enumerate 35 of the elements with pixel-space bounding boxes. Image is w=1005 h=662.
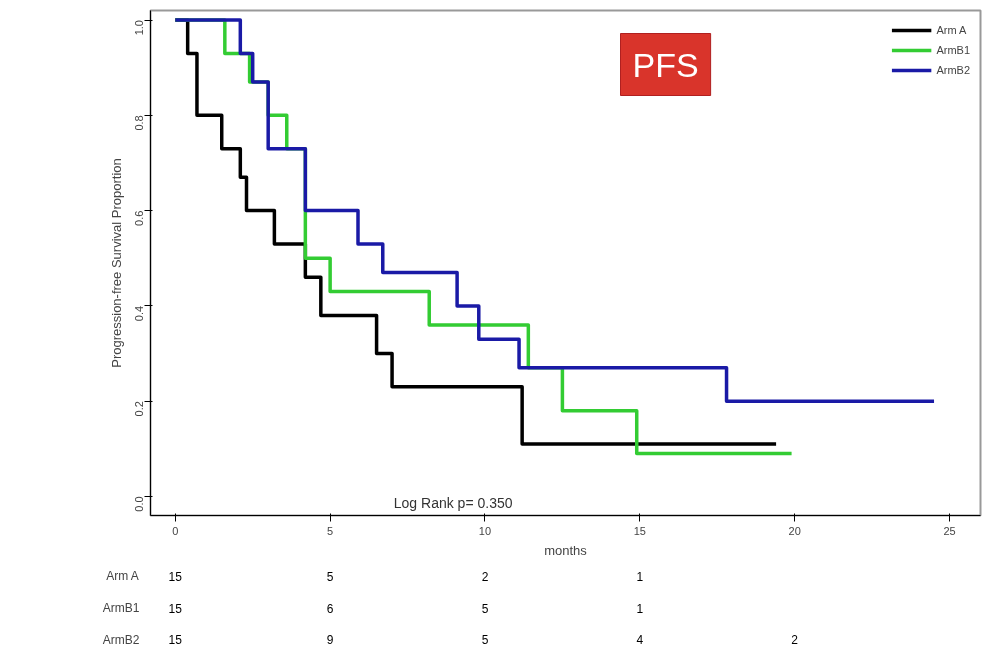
y-tick-label: 0.8 [133,115,146,131]
y-tick-label: 0.2 [133,401,146,417]
text: 2 [481,569,489,584]
text: 6 [326,601,334,616]
text: 15 [168,633,182,648]
x-tick-label: 10 [478,524,492,537]
x-tick-label: 25 [943,524,956,537]
y-axis-title: Progression-free Survival Proportion [108,158,124,368]
x-axis-title: months [544,542,588,558]
category-label: Arm A [106,569,139,584]
y-tick-label: 1.0 [133,20,146,36]
category-label: ArmB2 [102,632,140,647]
y-tick-label: 0.4 [133,305,146,322]
y-tick-label: 0.6 [133,210,146,226]
x-tick-label: 0 [172,524,179,537]
text: 15 [168,601,182,616]
legend-label: ArmB1 [936,44,970,56]
legend-label: ArmB2 [936,64,970,76]
x-tick-label: 15 [633,524,646,537]
text: 2 [791,633,799,648]
text: 1 [636,569,644,584]
text: PFS [632,45,699,84]
text: 15 [168,569,182,584]
x-tick-label: 20 [788,524,801,537]
text: 4 [636,633,644,648]
legend-label: Arm A [936,24,967,36]
annotation: Log Rank p= 0.350 [393,494,513,511]
text: 9 [326,633,334,648]
text: 5 [326,569,334,584]
text: 5 [481,633,489,648]
x-tick-label: 5 [327,524,334,537]
y-tick-label: 0.0 [133,496,146,512]
text: 5 [481,601,489,616]
text: 1 [636,601,644,616]
category-label: ArmB1 [102,601,140,615]
